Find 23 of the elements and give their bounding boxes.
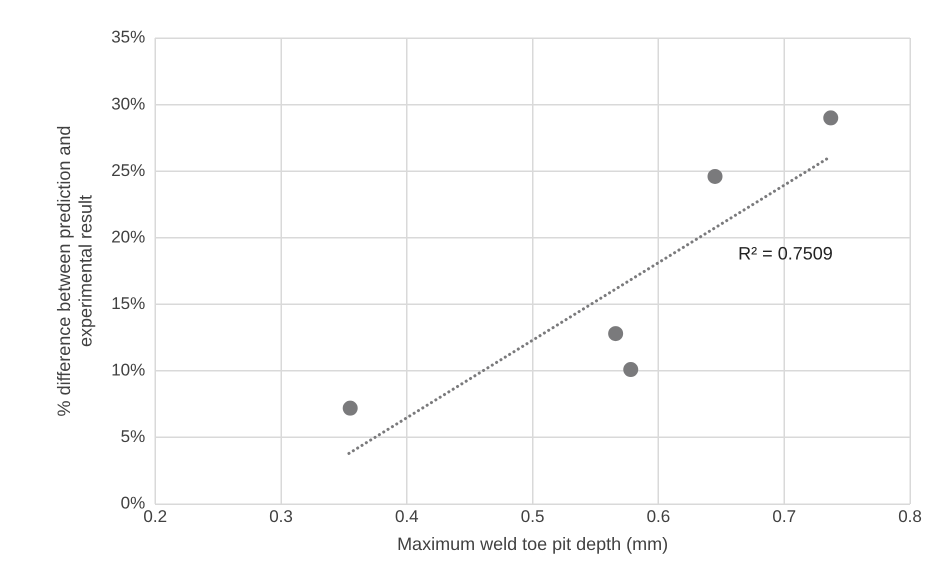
annotation: R² = 0.7509: [738, 244, 833, 264]
x-tick-label: 0.6: [646, 506, 670, 526]
y-tick-label: 25%: [111, 160, 146, 180]
x-tick-label: 0.2: [143, 506, 168, 526]
y-tick-label: 15%: [111, 294, 146, 313]
y-tick-label: 20%: [111, 227, 146, 246]
y-tick-label: 0%: [120, 494, 146, 513]
x-tick-label: 0.3: [269, 506, 293, 526]
y-tick-label: 35%: [111, 28, 146, 47]
y-tick-label: 10%: [111, 360, 146, 380]
point: [708, 168, 723, 184]
y-tick-label: 5%: [120, 427, 146, 446]
point: [608, 326, 624, 342]
x-tick-label: 0.7: [772, 506, 796, 526]
x-tick-label: 0.5: [520, 506, 544, 526]
x-tick-label: 0.8: [898, 506, 922, 526]
y-tick-label: 30%: [111, 94, 146, 114]
y-axis-title: % difference between prediction and experimental result: [54, 126, 96, 416]
x-axis-title: Maximum weld toe pit depth (mm): [397, 534, 668, 554]
point: [342, 400, 358, 416]
point: [823, 110, 838, 126]
point: [623, 362, 638, 378]
x-tick-label: 0.4: [394, 506, 419, 526]
